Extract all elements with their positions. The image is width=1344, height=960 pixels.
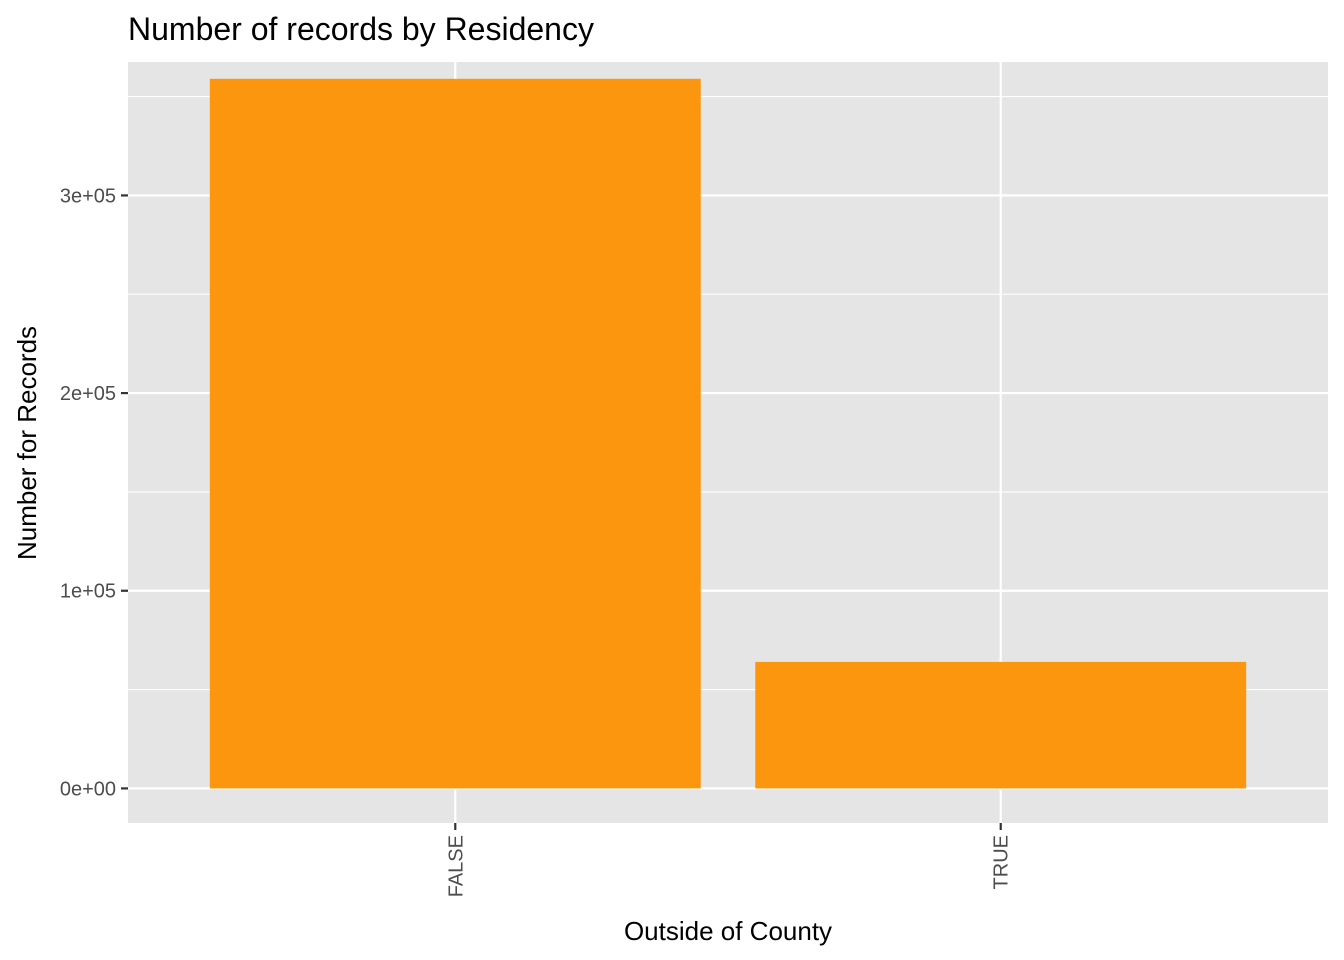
chart-title: Number of records by Residency <box>128 11 594 47</box>
y-axis-title: Number for Records <box>12 326 42 560</box>
y-axis: 0e+00 1e+05 2e+05 3e+05 <box>60 185 128 800</box>
y-tick-label: 3e+05 <box>60 185 116 207</box>
x-axis: FALSE TRUE <box>445 823 1013 897</box>
bar-true <box>755 661 1247 789</box>
x-tick-label: TRUE <box>991 835 1013 889</box>
y-tick-label: 0e+00 <box>60 778 116 800</box>
y-tick-label: 2e+05 <box>60 383 116 405</box>
y-tick-label: 1e+05 <box>60 581 116 603</box>
x-axis-title: Outside of County <box>624 916 832 946</box>
bars <box>209 78 1247 789</box>
x-tick-label: FALSE <box>445 835 467 897</box>
bar-false <box>209 78 701 789</box>
